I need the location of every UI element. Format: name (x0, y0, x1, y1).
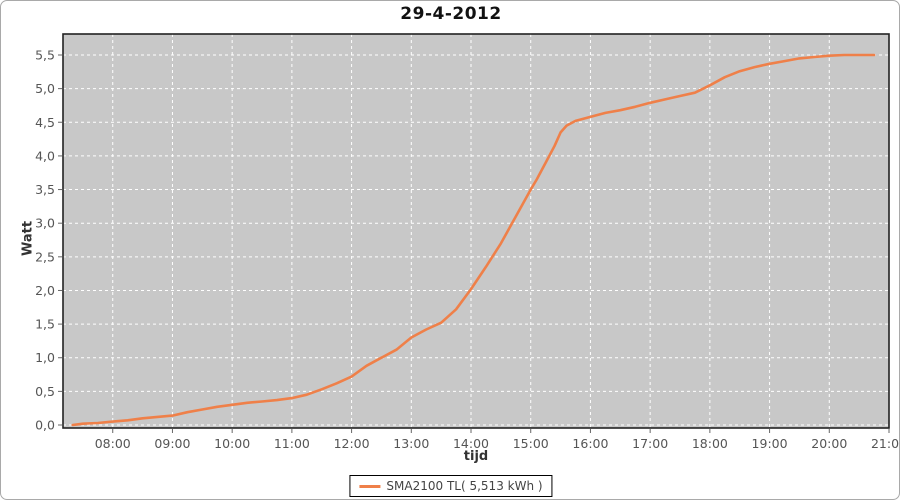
y-tick-label: 0,0 (35, 418, 55, 433)
legend-line-swatch (359, 484, 381, 488)
y-tick-label: 5,0 (35, 81, 55, 96)
y-tick-label: 1,5 (35, 317, 55, 332)
x-tick-label: 09:00 (154, 436, 190, 451)
x-tick-label: 20:00 (811, 436, 847, 451)
x-tick-label: 17:00 (632, 436, 668, 451)
x-tick-label: 10:00 (214, 436, 250, 451)
chart-title: 29-4-2012 (400, 4, 502, 24)
y-tick-label: 4,5 (35, 115, 55, 130)
x-tick-label: 13:00 (393, 436, 429, 451)
y-tick-label: 1,0 (35, 350, 55, 365)
y-tick-label: 2,0 (35, 283, 55, 298)
y-tick-label: 2,5 (35, 249, 55, 264)
y-tick-label: 5,5 (35, 48, 55, 63)
x-tick-label: 19:00 (752, 436, 788, 451)
y-axis-title: Watt (20, 220, 36, 257)
legend-label: SMA2100 TL( 5,513 kWh ) (386, 479, 543, 493)
x-tick-label: 14:00 (453, 436, 489, 451)
x-tick-label: 08:00 (95, 436, 131, 451)
data-series-line (71, 53, 876, 427)
x-tick-label: 12:00 (334, 436, 370, 451)
y-tick-label: 3,0 (35, 216, 55, 231)
plot-border (62, 33, 890, 429)
x-tick-label: 18:00 (692, 436, 728, 451)
x-axis-title: tijd (463, 449, 489, 464)
y-tick-label: 0,5 (35, 384, 55, 399)
y-tick-label: 4,0 (35, 148, 55, 163)
plot-area (63, 34, 889, 428)
x-tick-label: 21:00 (871, 436, 900, 451)
x-tick-label: 16:00 (572, 436, 608, 451)
x-tick-label: 11:00 (274, 436, 310, 451)
legend: SMA2100 TL( 5,513 kWh ) (349, 475, 553, 497)
x-tick-label: 15:00 (513, 436, 549, 451)
y-tick-label: 3,5 (35, 182, 55, 197)
